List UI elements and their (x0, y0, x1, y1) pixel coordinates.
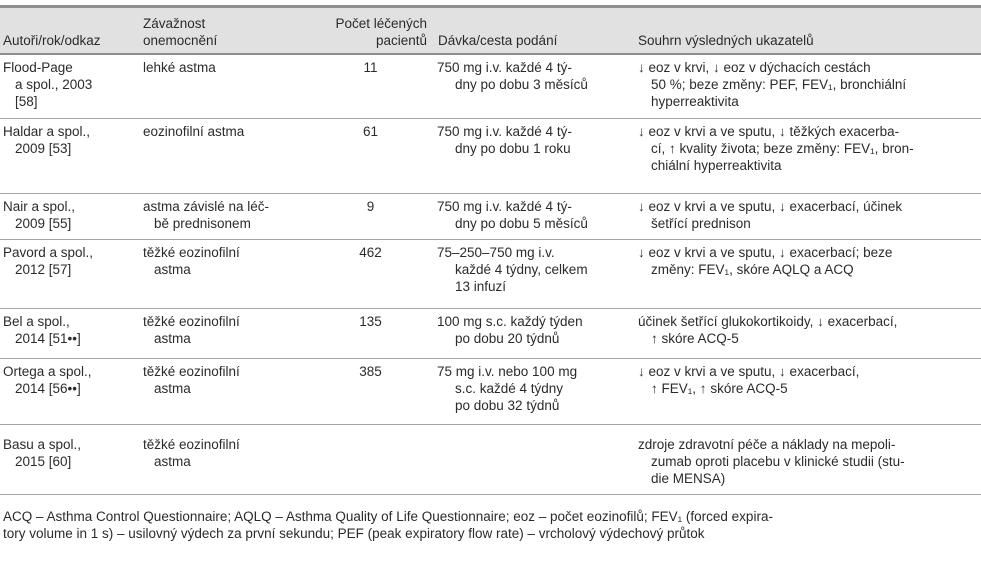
header-dose-route: Dávka/cesta podání (438, 32, 558, 48)
header-authors: Autoři/rok/odkaz (3, 32, 101, 48)
patients-cell: 462 (359, 245, 382, 260)
severity-cell: lehké astma (143, 59, 216, 75)
patients-cell: 9 (366, 199, 375, 214)
dose-cell: 75 mg i.v. nebo 100 mg s.c. každé 4 týdn… (437, 364, 578, 413)
patients-cell (307, 425, 435, 495)
outcome-cell: ↓ eoz v krvi a ve sputu, ↓ exacerbací; b… (638, 245, 893, 277)
table-row: Nair a spol., 2009 [55] astma závislé na… (0, 194, 981, 240)
outcome-cell: účinek šetřící glukokortikoidy, ↓ exacer… (638, 314, 898, 346)
author-cell: Basu a spol., 2015 [60] (3, 437, 82, 469)
author-cell: Bel a spol., 2014 [51••] (3, 314, 81, 346)
severity-cell: těžké eozinofilní astma (143, 364, 240, 396)
table-header: Autoři/rok/odkaz Závažnost onemocnění Po… (0, 6, 981, 54)
outcome-cell: zdroje zdravotní péče a náklady na mepol… (638, 437, 905, 486)
results-table: Autoři/rok/odkaz Závažnost onemocnění Po… (0, 5, 981, 495)
table-row: Bel a spol., 2014 [51••] těžké eozinofil… (0, 309, 981, 359)
dose-cell (435, 425, 635, 495)
table-body: Flood-Page a spol., 2003 [58] lehké astm… (0, 54, 981, 495)
patients-cell: 61 (362, 124, 379, 139)
dose-cell: 750 mg i.v. každé 4 tý- dny po dobu 1 ro… (437, 124, 572, 156)
author-cell: Pavord a spol., 2012 [57] (3, 245, 94, 277)
dose-cell: 750 mg i.v. každé 4 tý- dny po dobu 3 mě… (437, 59, 588, 92)
table-row: Pavord a spol., 2012 [57] těžké eozinofi… (0, 240, 981, 309)
outcome-cell: ↓ eoz v krvi, ↓ eoz v dýchacích cestách … (638, 59, 907, 109)
table-row: Ortega a spol., 2014 [56••] těžké eozino… (0, 359, 981, 425)
patients-cell: 385 (359, 364, 382, 379)
severity-cell: těžké eozinofilní astma (143, 245, 240, 277)
outcome-cell: ↓ eoz v krvi a ve sputu, ↓ exacerbací, ú… (638, 199, 903, 231)
dose-cell: 100 mg s.c. každý týden po dobu 20 týdnů (437, 314, 583, 346)
paper-table-page: Autoři/rok/odkaz Závažnost onemocnění Po… (0, 5, 981, 541)
outcome-cell: ↓ eoz v krvi a ve sputu, ↓ těžkých exace… (638, 124, 914, 173)
dose-cell: 75–250–750 mg i.v. každé 4 týdny, celkem… (437, 245, 588, 294)
table-row: Flood-Page a spol., 2003 [58] lehké astm… (0, 54, 981, 119)
table-row: Basu a spol., 2015 [60] těžké eozinofiln… (0, 425, 981, 495)
abbreviations-footnote: ACQ – Asthma Control Questionnaire; AQLQ… (3, 509, 773, 541)
table-row: Haldar a spol., 2009 [53] eozinofilní as… (0, 119, 981, 194)
header-row: Autoři/rok/odkaz Závažnost onemocnění Po… (0, 6, 981, 54)
dose-cell: 750 mg i.v. každé 4 tý- dny po dobu 5 mě… (437, 199, 588, 231)
author-cell: Nair a spol., 2009 [55] (3, 199, 76, 231)
author-cell: Flood-Page a spol., 2003 [58] (3, 59, 93, 109)
header-severity: Závažnost onemocnění (143, 15, 218, 48)
author-cell: Ortega a spol., 2014 [56••] (3, 364, 92, 396)
severity-cell: těžké eozinofilní astma (143, 437, 240, 469)
author-cell: Haldar a spol., 2009 [53] (3, 124, 91, 156)
severity-cell: těžké eozinofilní astma (143, 314, 240, 346)
header-patient-count: Počet léčených pacientů (335, 15, 427, 48)
header-outcomes: Souhrn výsledných ukazatelů (638, 32, 814, 48)
patients-cell: 135 (359, 314, 382, 329)
severity-cell: eozinofilní astma (143, 124, 245, 139)
outcome-cell: ↓ eoz v krvi a ve sputu, ↓ exacerbací, ↑… (638, 364, 860, 396)
patients-cell: 11 (363, 59, 378, 75)
severity-cell: astma závislé na léč- bě prednisonem (143, 199, 270, 231)
